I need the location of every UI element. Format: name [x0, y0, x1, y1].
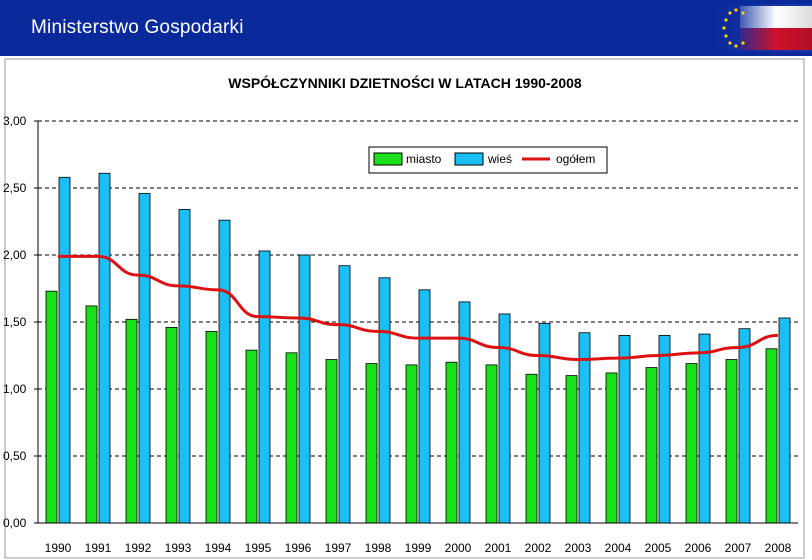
eu-stars	[722, 8, 745, 48]
bar-wies-1999	[418, 289, 431, 524]
bar-wies-2006	[698, 333, 711, 524]
eu-poland-flag-logo	[710, 4, 812, 52]
bar-miasto-2005	[645, 367, 658, 524]
bar-miasto-2008	[765, 348, 778, 524]
bar-wies-1993	[178, 209, 191, 524]
fertility-chart: WSPÓŁCZYNNIKI DZIETNOŚCI W LATACH 1990-2…	[3, 58, 805, 559]
bar-miasto-1997	[325, 359, 338, 524]
flag-white-stripe	[740, 6, 812, 28]
bar-wies-2000	[458, 301, 471, 524]
x-tick-label: 2006	[685, 541, 712, 555]
y-tick-label: 3,00	[3, 114, 27, 128]
bar-miasto-1994	[205, 330, 218, 524]
bar-miasto-2004	[605, 372, 618, 524]
legend-swatch-miasto	[373, 152, 403, 166]
bar-miasto-1992	[125, 318, 138, 524]
bar-miasto-1993	[165, 326, 178, 524]
app-header: Ministerstwo Gospodarki	[0, 0, 812, 56]
bar-wies-2001	[498, 313, 511, 524]
bar-wies-2005	[658, 334, 671, 524]
x-tick-label: 2005	[645, 541, 672, 555]
legend-box	[368, 146, 608, 174]
y-tick-label: 0,00	[3, 516, 27, 530]
total-line	[58, 254, 779, 362]
x-tick-label: 1994	[205, 541, 232, 555]
chart-area-border	[4, 58, 805, 559]
legend: miasto wieś ogółem	[368, 146, 608, 174]
bar-wies-1990	[58, 176, 71, 524]
bar-wies-1992	[138, 192, 151, 524]
line-ogolem	[58, 254, 779, 362]
legend-label-miasto: miasto	[406, 152, 442, 166]
x-tick-label: 2007	[725, 541, 752, 555]
y-tick-label: 1,00	[3, 382, 27, 396]
bar-miasto-2007	[725, 359, 738, 524]
bar-miasto-2002	[525, 373, 538, 524]
bar-wies-1998	[378, 277, 391, 524]
y-tick-label: 1,50	[3, 315, 27, 329]
x-tick-label: 1999	[405, 541, 432, 555]
header-title: Ministerstwo Gospodarki	[31, 17, 244, 38]
bar-wies-2003	[578, 332, 591, 524]
bar-wies-2002	[538, 322, 551, 524]
chart-title: WSPÓŁCZYNNIKI DZIETNOŚCI W LATACH 1990-2…	[228, 74, 582, 91]
x-tick-label: 1998	[365, 541, 392, 555]
x-tick-label: 1991	[85, 541, 112, 555]
bar-miasto-1998	[365, 363, 378, 524]
x-tick-label: 2003	[565, 541, 592, 555]
y-tick-label: 2,50	[3, 181, 27, 195]
x-tick-label: 2008	[765, 541, 792, 555]
legend-swatch-wies	[454, 152, 484, 166]
bar-wies-2008	[778, 317, 791, 524]
bar-miasto-2001	[485, 364, 498, 524]
bar-miasto-2000	[445, 361, 458, 524]
x-tick-label: 2001	[485, 541, 512, 555]
y-tick-label: 2,00	[3, 248, 27, 262]
x-tick-label: 2002	[525, 541, 552, 555]
x-tick-label: 1996	[285, 541, 312, 555]
bar-miasto-1996	[285, 352, 298, 524]
x-tick-label: 2004	[605, 541, 632, 555]
bar-wies-1991	[98, 172, 111, 524]
flag-red-stripe	[740, 28, 812, 50]
x-axis: 1990 1991 1992 1993 1994 1995 1996 1997 1998 1999…	[38, 522, 798, 555]
bar-wies-2007	[738, 328, 751, 524]
x-tick-label: 1992	[125, 541, 152, 555]
bar-wies-1995	[258, 250, 271, 524]
bar-wies-1996	[298, 254, 311, 524]
x-tick-label: 1995	[245, 541, 272, 555]
bar-miasto-1999	[405, 364, 418, 524]
gridlines	[38, 120, 798, 457]
bar-wies-1994	[218, 219, 231, 524]
bar-miasto-1991	[85, 305, 98, 524]
bar-miasto-2003	[565, 375, 578, 524]
bar-miasto-1990	[45, 290, 58, 524]
bar-wies-2004	[618, 334, 631, 524]
bar-miasto-1995	[245, 349, 258, 524]
bar-wies-1997	[338, 265, 351, 524]
legend-label-ogolem: ogółem	[556, 152, 595, 166]
y-axis: 0,00 0,50 1,00 1,50 2,00 2,50 3,00	[3, 114, 39, 530]
bar-miasto-2006	[685, 363, 698, 524]
bars	[45, 172, 791, 524]
x-tick-label: 2000	[445, 541, 472, 555]
y-tick-label: 0,50	[3, 449, 27, 463]
x-tick-label: 1997	[325, 541, 352, 555]
x-tick-label: 1993	[165, 541, 192, 555]
legend-label-wies: wieś	[487, 152, 512, 166]
x-tick-label: 1990	[45, 541, 72, 555]
